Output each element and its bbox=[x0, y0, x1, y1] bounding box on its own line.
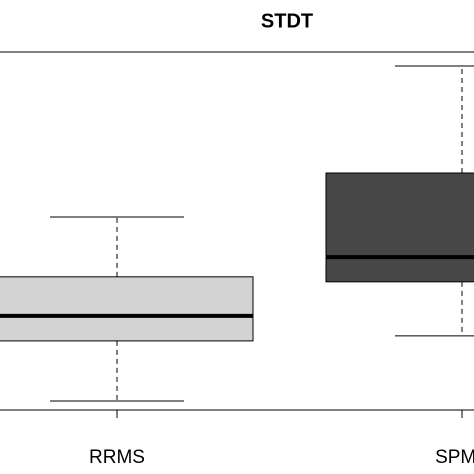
chart-title: STDT bbox=[261, 10, 313, 32]
x-tick-label: RRMS bbox=[89, 447, 145, 468]
box bbox=[325, 172, 474, 283]
box bbox=[0, 276, 254, 342]
x-tick-label: SPMS bbox=[435, 447, 474, 468]
